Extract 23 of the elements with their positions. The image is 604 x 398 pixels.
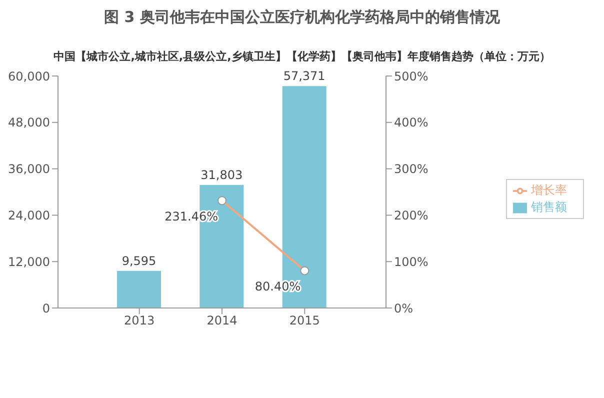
legend-label: 销售额 bbox=[531, 200, 567, 214]
data-label: 31,803 bbox=[200, 168, 243, 182]
chart-subtitle: 中国【城市公立,城市社区,县级公立,乡镇卫生】【化学药】【奥司他韦】年度销售趋势（单位：万元） bbox=[52, 49, 552, 64]
y-tick-label: 0 bbox=[42, 301, 50, 316]
y-tick-label: 24,000 bbox=[8, 208, 50, 222]
y2-tick-label: 200% bbox=[394, 208, 428, 222]
y2-tick-label: 500% bbox=[394, 69, 428, 84]
y-tick-label: 36,000 bbox=[8, 162, 50, 176]
y-tick-label: 60,000 bbox=[8, 69, 50, 84]
y2-tick-label: 100% bbox=[394, 254, 428, 269]
x-tick-label: 2015 bbox=[289, 314, 320, 328]
y-tick-label: 48,000 bbox=[8, 116, 50, 130]
y2-tick-label: 400% bbox=[394, 116, 428, 130]
x-tick-label: 2014 bbox=[206, 314, 238, 328]
bar bbox=[117, 270, 161, 308]
x-tick-label: 2013 bbox=[124, 314, 155, 328]
y2-tick-label: 300% bbox=[394, 162, 428, 176]
y2-tick-label: 0% bbox=[394, 301, 414, 316]
legend-label: 增长率 bbox=[531, 183, 567, 197]
data-label: 9,595 bbox=[122, 254, 156, 268]
y-tick-label: 12,000 bbox=[8, 254, 50, 269]
chart-title: 图 3 奥司他韦在中国公立医疗机构化学药格局中的销售情况 bbox=[103, 8, 501, 27]
data-label: 57,371 bbox=[283, 69, 326, 84]
